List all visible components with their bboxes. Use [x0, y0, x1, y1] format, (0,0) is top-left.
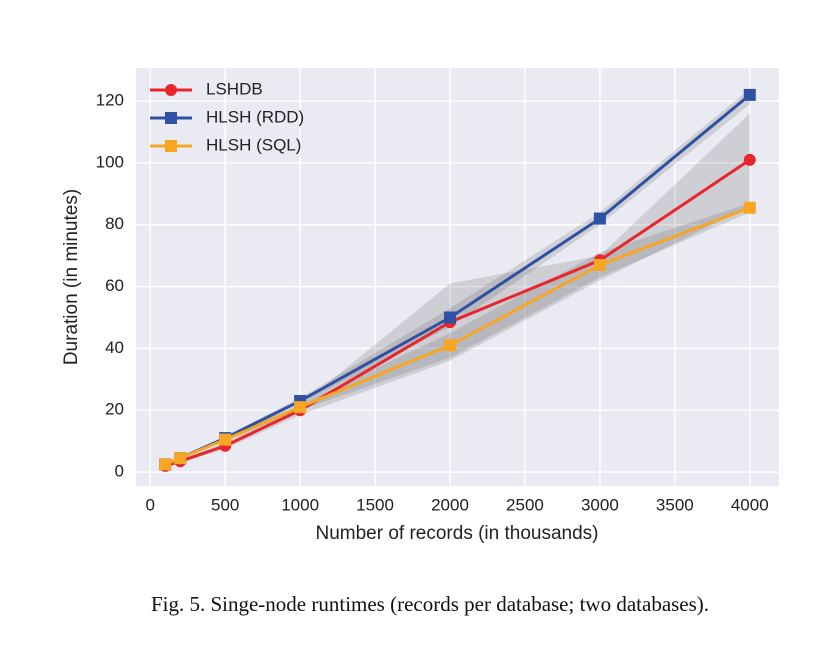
y-tick-label: 20: [105, 400, 124, 419]
legend-label: HLSH (SQL): [206, 135, 301, 154]
point: [444, 339, 457, 352]
legend-marker: [165, 112, 177, 124]
y-tick-label: 0: [115, 462, 124, 481]
point: [593, 258, 606, 271]
plot-area: [136, 68, 779, 486]
y-tick-label: 100: [96, 152, 124, 171]
x-axis-label: Number of records (in thousands): [315, 523, 598, 544]
caption: Fig. 5. Singe-node runtimes (records per…: [151, 592, 709, 616]
y-axis-label: Duration (in minutes): [61, 189, 82, 365]
x-tick-label: 2000: [431, 495, 469, 514]
point: [743, 201, 756, 214]
point: [159, 458, 172, 471]
x-tick-label: 3500: [656, 495, 694, 514]
x-tick-label: 1500: [356, 495, 394, 514]
y-tick-label: 120: [96, 91, 124, 110]
x-tick-label: 3000: [581, 495, 619, 514]
y-tick-label: 60: [105, 276, 124, 295]
point: [743, 88, 756, 101]
point: [593, 212, 606, 225]
y-tick-label: 80: [105, 214, 124, 233]
point: [294, 401, 307, 414]
x-tick-label: 4000: [731, 495, 769, 514]
legend-label: HLSH (RDD): [206, 107, 304, 126]
x-tick-label: 0: [146, 495, 155, 514]
point: [743, 153, 756, 166]
x-tick-label: 1000: [281, 495, 319, 514]
confidence-band: [165, 113, 750, 468]
y-tick-label: 40: [105, 338, 124, 357]
point: [444, 311, 457, 324]
point: [219, 433, 232, 446]
x-tick-label: 500: [211, 495, 239, 514]
legend-label: LSHDB: [206, 79, 263, 98]
point: [174, 452, 187, 465]
legend-marker: [165, 84, 177, 96]
x-tick-label: 2500: [506, 495, 544, 514]
legend-marker: [165, 140, 177, 152]
